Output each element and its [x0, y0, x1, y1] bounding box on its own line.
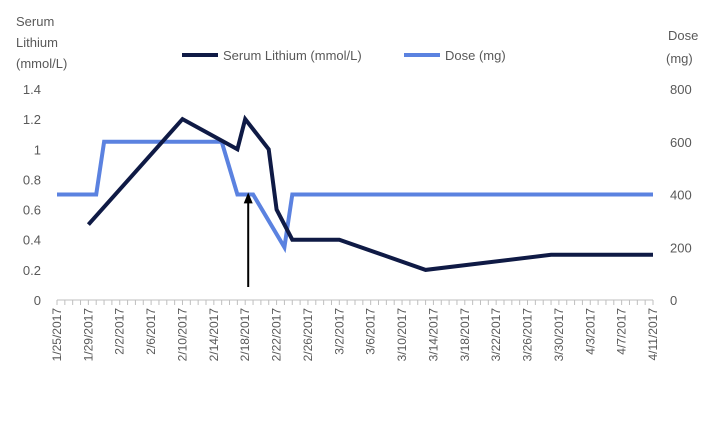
y-left-tick-label: 1	[34, 142, 41, 157]
x-tick-label: 2/18/2017	[238, 308, 252, 362]
x-tick-label: 4/7/2017	[615, 308, 629, 355]
x-tick-label: 4/3/2017	[583, 308, 597, 355]
y-right-tick-label: 200	[670, 240, 692, 255]
x-tick-label: 2/6/2017	[144, 308, 158, 355]
left-axis-title-line: (mmol/L)	[16, 56, 67, 71]
x-tick-label: 2/22/2017	[270, 308, 284, 362]
y-left-tick-label: 0.6	[23, 203, 41, 218]
x-tick-label: 3/22/2017	[489, 308, 503, 362]
y-left-tick-label: 0	[34, 293, 41, 308]
y-left-tick-label: 1.2	[23, 112, 41, 127]
left-axis-title: Serum Lithium (mmol/L)	[16, 14, 67, 71]
series-line-serum-lithium	[86, 114, 653, 272]
x-tick-label: 3/26/2017	[521, 308, 535, 362]
legend-label-serum-lithium: Serum Lithium (mmol/L)	[223, 48, 362, 63]
y-left-tick-label: 0.8	[23, 172, 41, 187]
y-right-tick-label: 0	[670, 293, 677, 308]
right-axis-title-line: Dose	[668, 28, 698, 43]
left-axis-title-line: Serum	[16, 14, 54, 29]
x-tick-label: 1/29/2017	[81, 308, 95, 362]
x-tick-label: 3/6/2017	[364, 308, 378, 355]
y-left-tick-label: 0.2	[23, 263, 41, 278]
x-tick-label: 3/18/2017	[458, 308, 472, 362]
annotation-arrow-head	[243, 192, 253, 204]
x-tick-label: 2/14/2017	[207, 308, 221, 362]
x-axis: 1/25/2017 1/29/2017 2/2/2017 2/6/2017 2/10/2…	[50, 299, 660, 362]
x-tick-label: 2/2/2017	[113, 308, 127, 355]
legend: Serum Lithium (mmol/L) Dose (mg)	[182, 48, 506, 63]
x-tick-label: 4/11/2017	[646, 308, 660, 361]
y-right-tick-label: 600	[670, 135, 692, 150]
x-tick-label: 3/2/2017	[332, 308, 346, 355]
y-right-tick-label: 800	[670, 82, 692, 97]
x-tick-label: 3/30/2017	[552, 308, 566, 362]
x-tick-label: 1/25/2017	[50, 308, 64, 362]
left-axis-title-line: Lithium	[16, 35, 58, 50]
y-right-axis: 0 200 400 600 800	[670, 82, 692, 308]
y-right-tick-label: 400	[670, 188, 692, 203]
series-lines	[57, 114, 653, 272]
legend-label-dose: Dose (mg)	[445, 48, 506, 63]
annotation-arrow	[243, 192, 253, 287]
y-left-tick-label: 0.4	[23, 233, 41, 248]
y-left-axis: 0 0.2 0.4 0.6 0.8 1 1.2 1.4	[23, 82, 41, 308]
right-axis-title-line: (mg)	[666, 51, 693, 66]
x-tick-label: 2/10/2017	[175, 308, 189, 362]
series-line-dose	[57, 139, 653, 254]
y-left-tick-label: 1.4	[23, 82, 41, 97]
x-tick-label: 2/26/2017	[301, 308, 315, 362]
right-axis-title: Dose (mg)	[666, 28, 698, 66]
x-tick-label: 3/14/2017	[426, 308, 440, 362]
x-tick-label: 3/10/2017	[395, 308, 409, 362]
